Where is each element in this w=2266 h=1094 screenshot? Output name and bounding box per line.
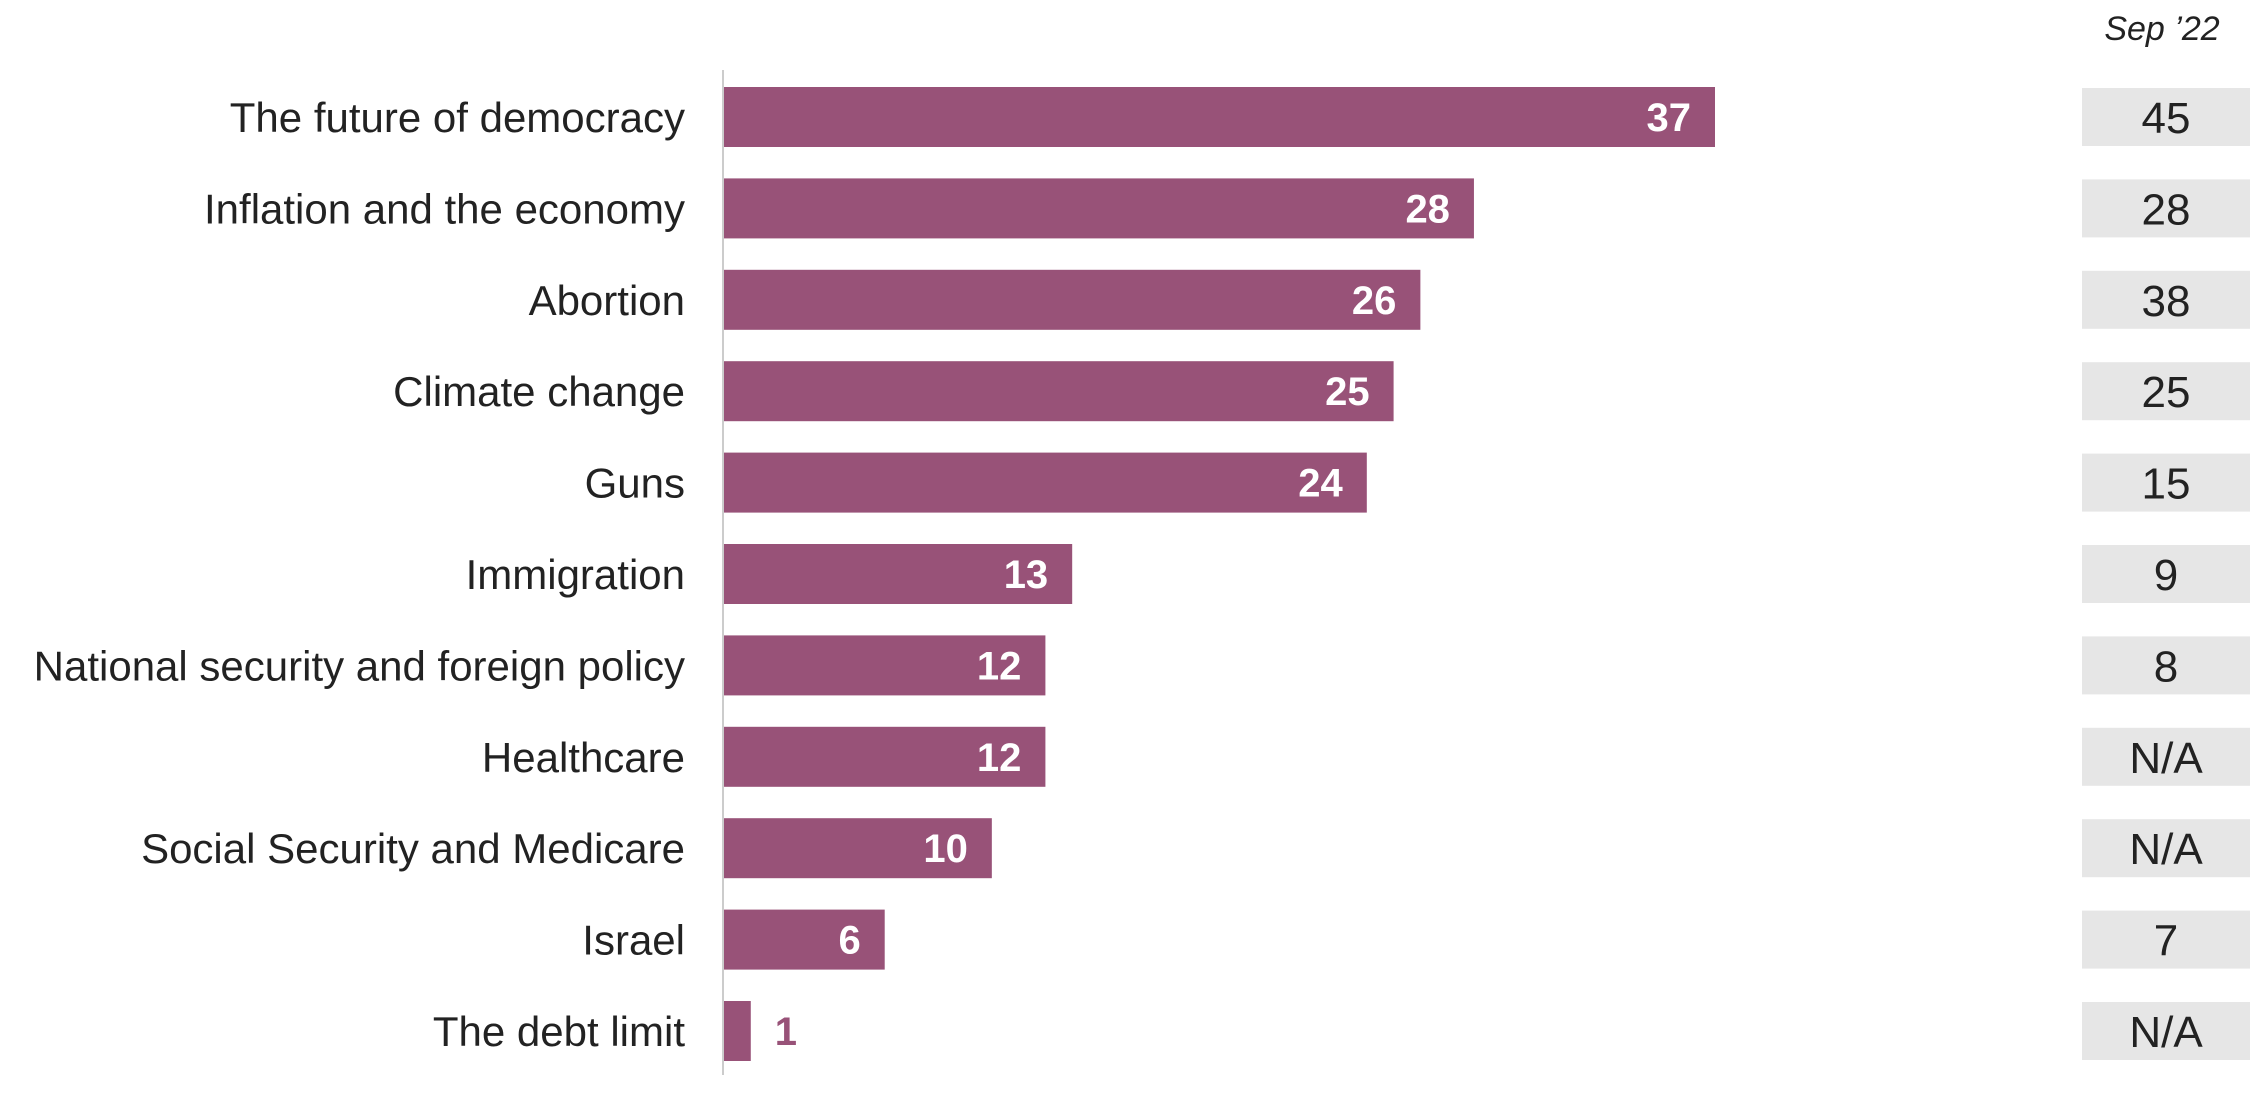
comparison-box [2082, 819, 2250, 878]
bar [724, 361, 1394, 422]
category-label: Inflation and the economy [204, 185, 685, 232]
comparison-box [2082, 88, 2250, 146]
chart-rows: The future of democracy 37 45 Inflation and… [34, 87, 2250, 1061]
comparison-value: 45 [2142, 94, 2191, 143]
comparison-value: 38 [2142, 277, 2191, 326]
bar [724, 635, 1046, 696]
bar-value-label: 6 [838, 919, 860, 963]
comparison-value: N/A [2129, 1008, 2203, 1057]
category-label: Healthcare [482, 734, 685, 781]
category-label: Israel [582, 917, 685, 964]
bar [724, 544, 1073, 604]
comparison-box [2082, 636, 2250, 695]
bar-value-label: 13 [1004, 553, 1049, 597]
comparison-box [2082, 270, 2250, 329]
bar [724, 909, 885, 970]
bar [724, 1001, 751, 1061]
comparison-box [2082, 1002, 2250, 1060]
category-label: Immigration [466, 551, 685, 598]
category-label: Climate change [393, 368, 685, 415]
comparison-value: 9 [2154, 551, 2178, 600]
bar-value-label: 12 [977, 644, 1022, 688]
comparison-box [2082, 179, 2250, 238]
bar-value-label: 1 [775, 1010, 797, 1054]
comparison-box [2082, 545, 2250, 603]
comparison-value: N/A [2129, 734, 2203, 783]
comparison-value: 15 [2142, 460, 2191, 509]
comparison-box [2082, 453, 2250, 512]
category-label: The future of democracy [230, 94, 685, 141]
bar-value-label: 10 [923, 827, 968, 871]
category-label: The debt limit [433, 1008, 685, 1055]
bar [724, 87, 1715, 147]
comparison-value: 7 [2154, 917, 2178, 966]
bar [724, 269, 1421, 330]
comparison-value: 28 [2142, 185, 2191, 234]
comparison-value: 8 [2154, 642, 2178, 691]
bar [724, 818, 992, 879]
bar-value-label: 24 [1298, 462, 1343, 506]
comparison-column-header: Sep ’22 [2104, 10, 2219, 48]
bar-value-label: 28 [1405, 187, 1450, 231]
category-label: Social Security and Medicare [141, 825, 685, 872]
comparison-value: N/A [2129, 825, 2203, 874]
comparison-box [2082, 362, 2250, 421]
category-label: Guns [585, 460, 685, 507]
bar-value-label: 26 [1352, 279, 1397, 323]
bar [724, 452, 1367, 513]
comparison-box [2082, 910, 2250, 969]
bar-value-label: 37 [1647, 96, 1692, 140]
category-label: Abortion [529, 277, 685, 324]
bar-value-label: 12 [977, 736, 1022, 780]
bar-value-label: 25 [1325, 370, 1370, 414]
bar [724, 178, 1474, 239]
comparison-value: 25 [2142, 368, 2191, 417]
bar [724, 726, 1046, 787]
comparison-box [2082, 727, 2250, 786]
category-label: National security and foreign policy [34, 642, 685, 689]
